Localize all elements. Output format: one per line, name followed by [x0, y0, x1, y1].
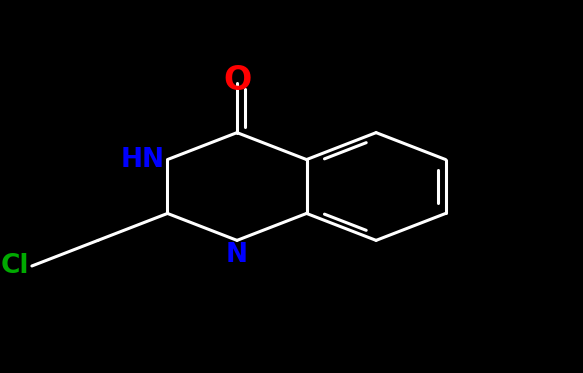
- Text: O: O: [223, 65, 251, 97]
- Text: N: N: [226, 242, 248, 269]
- Text: Cl: Cl: [1, 253, 29, 279]
- Text: HN: HN: [121, 147, 164, 173]
